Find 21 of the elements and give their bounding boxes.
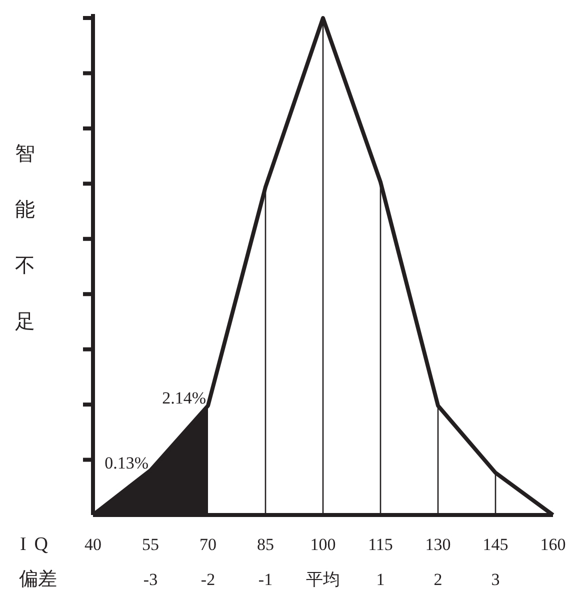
annotation: 0.13% <box>104 453 148 472</box>
x-tick-label: 100 <box>310 535 336 554</box>
x-tick-label: 160 <box>540 535 566 554</box>
x2-tick-label: 平均 <box>306 570 340 589</box>
x-tick-label: 115 <box>368 535 393 554</box>
x2-tick-label: -3 <box>143 570 158 589</box>
x2-axis-title: 偏差 <box>19 569 57 590</box>
x-tick-label: 70 <box>200 535 216 554</box>
x2-tick-label: 1 <box>376 570 385 589</box>
x2-tick-label: -1 <box>258 570 273 589</box>
x-tick-label: 55 <box>142 535 159 554</box>
x2-tick-label: -2 <box>200 570 216 589</box>
x2-tick-label: 3 <box>491 570 500 589</box>
x-tick-label: 85 <box>257 535 274 554</box>
x2-tick-label: 2 <box>434 570 442 589</box>
x-tick-label: 40 <box>84 535 102 554</box>
x-tick-label: 130 <box>425 535 451 554</box>
text: 智能不足 <box>15 143 35 333</box>
x-axis-title: IQ <box>20 534 56 555</box>
annotation: 2.14% <box>162 388 206 408</box>
x-tick-label: 145 <box>482 535 508 554</box>
